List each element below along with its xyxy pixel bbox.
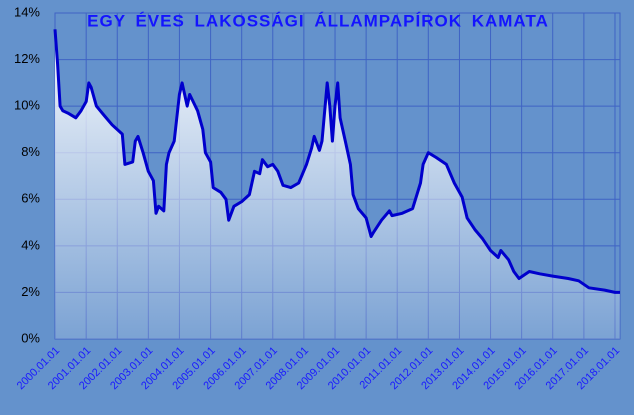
line	[53, 29, 620, 294]
y-tick-label: 14%	[14, 4, 40, 19]
chart-title: EGY ÉVES LAKOSSÁGI ÁLLAMPAPÍROK KAMATA	[87, 11, 549, 30]
area	[55, 29, 620, 340]
y-tick-label: 4%	[21, 237, 40, 252]
y-tick-label: 8%	[21, 144, 40, 159]
y-tick-label: 10%	[14, 98, 40, 113]
y-tick-label: 12%	[14, 51, 40, 66]
y-tick-label: 2%	[21, 284, 40, 299]
y-tick-label: 0%	[21, 330, 40, 345]
y-tick-label: 6%	[21, 191, 40, 206]
